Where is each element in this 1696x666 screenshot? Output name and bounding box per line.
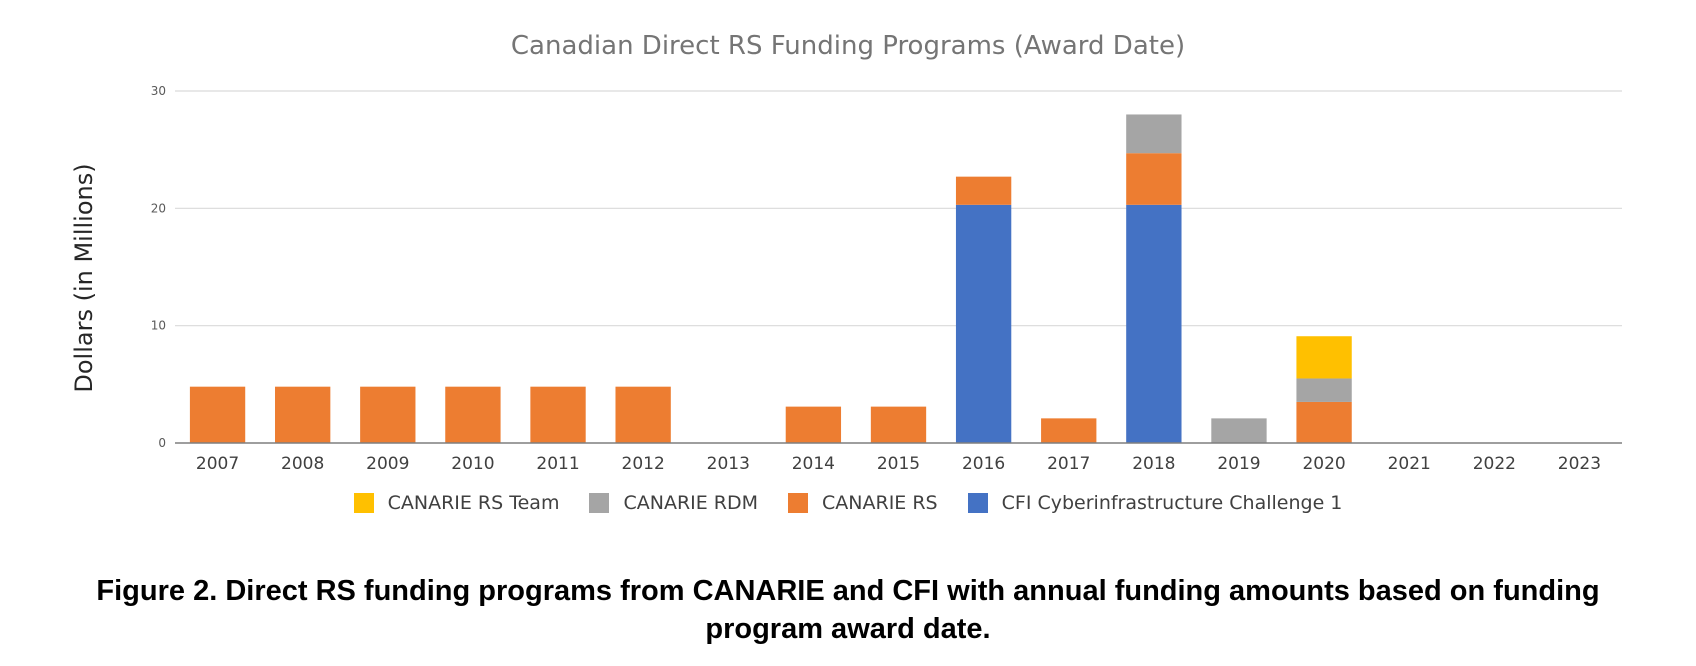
bar-segment: [530, 386, 586, 443]
x-tick-label: 2015: [877, 454, 920, 474]
y-tick-label: 0: [158, 436, 166, 450]
x-tick-labels: 2007 2008 2009 2010 2011 2012 2013 2014 2015 2016…: [196, 454, 1601, 474]
x-tick-label: 2011: [536, 454, 579, 474]
bar-segment: [1041, 418, 1097, 443]
legend-swatch: [353, 493, 374, 513]
caption-line-1: Figure 2. Direct RS funding programs fro…: [96, 575, 1600, 607]
bars: [189, 114, 1352, 443]
bar-segment: [1296, 336, 1352, 379]
x-tick-label: 2018: [1132, 454, 1175, 474]
x-tick-label: 2021: [1388, 454, 1431, 474]
x-tick-label: 2010: [451, 454, 494, 474]
x-tick-label: 2019: [1217, 454, 1260, 474]
bar-segment: [1126, 114, 1182, 154]
x-tick-label: 2023: [1558, 454, 1601, 474]
y-tick-label: 10: [151, 319, 166, 333]
y-tick-label: 20: [151, 201, 166, 215]
chart-legend: CANARIE RS Team CANARIE RDM CANARIE RS CFI …: [0, 486, 1696, 520]
x-tick-label: 2017: [1047, 454, 1090, 474]
legend-swatch: [788, 493, 809, 513]
legend-swatch: [967, 493, 988, 513]
gridlines: [175, 90, 1622, 327]
legend-item: CFI Cyberinfrastructure Challenge 1: [967, 492, 1343, 514]
bar-segment: [189, 386, 246, 443]
x-tick-label: 2009: [366, 454, 409, 474]
legend-item: CANARIE RS Team: [353, 492, 560, 514]
figure-caption: Figure 2. Direct RS funding programs fro…: [0, 572, 1696, 648]
bar-segment: [445, 386, 501, 443]
x-tick-label: 2012: [622, 454, 665, 474]
chart-title: Canadian Direct RS Funding Programs (Awa…: [511, 31, 1185, 61]
bar-segment: [1211, 418, 1267, 443]
x-tick-label: 2020: [1302, 454, 1345, 474]
legend-label: CANARIE RS Team: [387, 492, 560, 514]
bar-segment: [275, 386, 331, 443]
x-tick-label: 2013: [707, 454, 750, 474]
bar-segment: [1296, 378, 1352, 402]
x-tick-label: 2008: [281, 454, 324, 474]
bar-segment: [955, 176, 1012, 205]
bar-segment: [955, 204, 1012, 443]
bar-chart: Canadian Direct RS Funding Programs (Awa…: [70, 31, 1622, 474]
x-tick-label: 2014: [792, 454, 835, 474]
legend-label: CFI Cyberinfrastructure Challenge 1: [1001, 492, 1343, 514]
legend-label: CANARIE RDM: [623, 492, 759, 514]
bar-segment: [1126, 153, 1182, 205]
bar-segment: [1126, 204, 1182, 443]
y-axis-label: Dollars (in Millions): [70, 163, 98, 392]
bar-segment: [615, 386, 671, 443]
y-tick-label: 30: [151, 84, 166, 98]
bar-segment: [1296, 401, 1352, 443]
bar-segment: [870, 406, 927, 443]
x-tick-label: 2007: [196, 454, 239, 474]
legend-item: CANARIE RS: [788, 492, 938, 514]
legend-swatch: [589, 493, 610, 513]
y-tick-labels: 0 10 20 30: [151, 84, 166, 450]
x-tick-label: 2016: [962, 454, 1005, 474]
caption-line-2: program award date.: [705, 613, 991, 645]
bar-segment: [785, 406, 842, 443]
bar-segment: [360, 386, 416, 443]
legend-item: CANARIE RDM: [589, 492, 758, 514]
legend-label: CANARIE RS: [822, 492, 938, 514]
x-tick-label: 2022: [1473, 454, 1516, 474]
